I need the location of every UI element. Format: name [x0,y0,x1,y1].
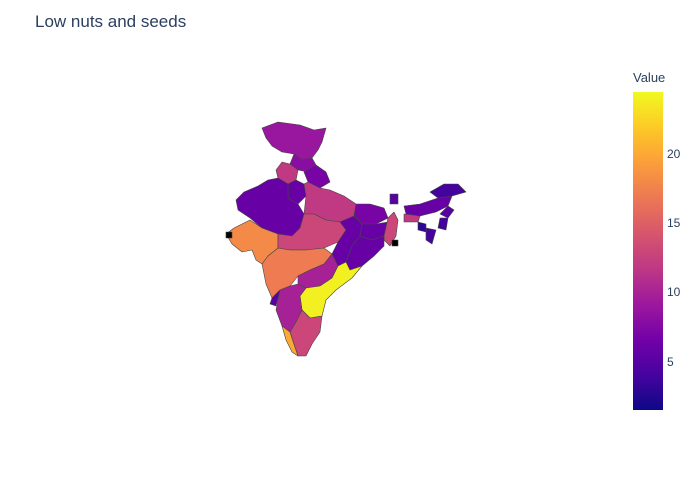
region-tripura[interactable] [417,221,427,233]
region-goa[interactable] [269,289,281,307]
colorbar-tick-label: 5 [667,354,674,369]
colorbar-title: Value [633,70,666,85]
colorbar-tick-label: 10 [667,285,681,300]
colorbar-tick-label: 20 [667,147,681,162]
region-kolkata[interactable] [391,239,399,247]
region-arunachal[interactable] [429,183,467,199]
colorbar [633,92,663,410]
colorbar-tick-label: 15 [667,216,681,231]
region-mizoram[interactable] [425,227,437,245]
region-sikkim[interactable] [389,193,399,205]
region-jammu-kashmir[interactable] [261,121,327,161]
region-manipur[interactable] [437,217,449,231]
region-diu[interactable] [225,231,233,239]
chart-title: Low nuts and seeds [35,12,187,31]
region-tamil-nadu[interactable] [289,309,323,357]
region-odisha[interactable] [345,235,385,271]
